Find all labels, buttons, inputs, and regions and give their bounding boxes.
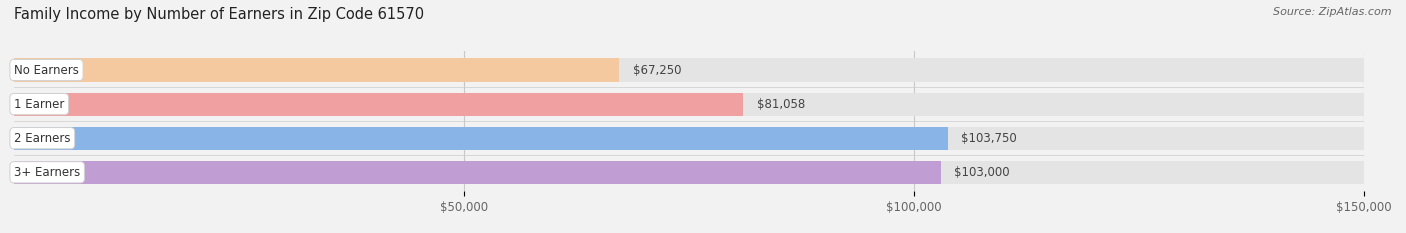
- Text: $67,250: $67,250: [633, 64, 681, 76]
- Text: No Earners: No Earners: [14, 64, 79, 76]
- Bar: [14, 127, 1364, 150]
- Bar: [14, 127, 948, 150]
- Text: Source: ZipAtlas.com: Source: ZipAtlas.com: [1274, 7, 1392, 17]
- Text: $103,000: $103,000: [955, 166, 1010, 179]
- Bar: [14, 93, 744, 116]
- Text: 3+ Earners: 3+ Earners: [14, 166, 80, 179]
- Bar: [14, 93, 1364, 116]
- Text: $81,058: $81,058: [756, 98, 806, 111]
- Text: Family Income by Number of Earners in Zip Code 61570: Family Income by Number of Earners in Zi…: [14, 7, 425, 22]
- Text: 2 Earners: 2 Earners: [14, 132, 70, 145]
- Bar: [14, 161, 941, 184]
- Bar: [14, 58, 619, 82]
- Text: 1 Earner: 1 Earner: [14, 98, 65, 111]
- Bar: [14, 58, 1364, 82]
- Text: $103,750: $103,750: [962, 132, 1017, 145]
- Bar: [14, 161, 1364, 184]
